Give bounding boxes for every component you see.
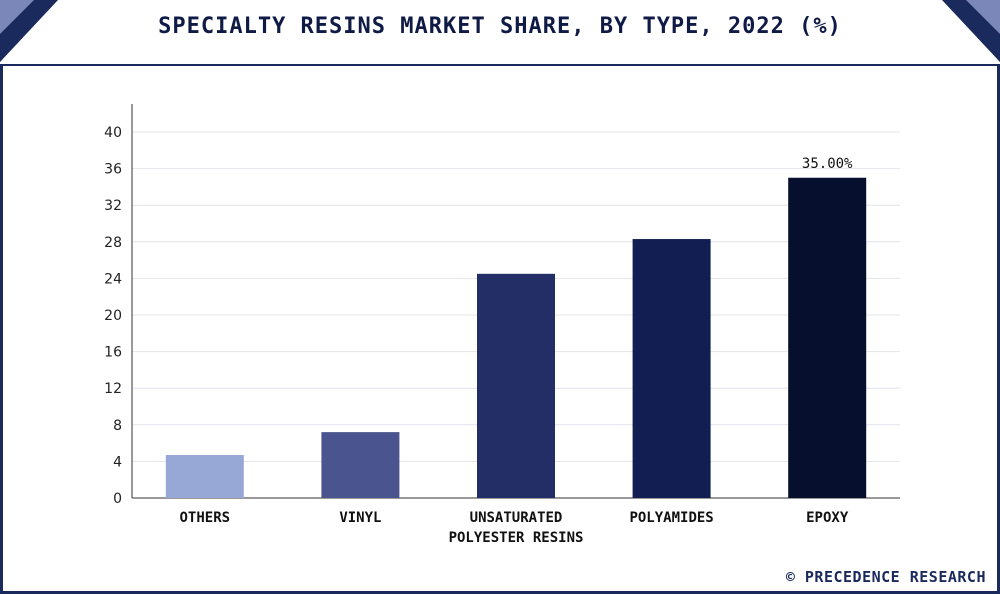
x-tick-label: VINYL (339, 510, 381, 526)
y-tick-label: 8 (113, 418, 122, 434)
y-tick-label: 20 (104, 308, 122, 324)
bar (477, 273, 555, 498)
x-tick-label: UNSATURATED (470, 510, 563, 526)
source-credit: © PRECEDENCE RESEARCH (785, 568, 986, 586)
y-tick-label: 0 (113, 491, 122, 507)
x-tick-label: OTHERS (180, 510, 231, 526)
corner-left-light (0, 0, 34, 34)
data-label: 35.00% (802, 156, 853, 172)
y-tick-label: 40 (104, 125, 122, 141)
corner-right-light (966, 0, 1000, 34)
y-tick-label: 36 (104, 162, 122, 178)
title-band: SPECIALTY RESINS MARKET SHARE, BY TYPE, … (0, 0, 1000, 66)
y-tick-label: 32 (104, 198, 122, 214)
y-tick-label: 28 (104, 235, 122, 251)
chart-title: SPECIALTY RESINS MARKET SHARE, BY TYPE, … (158, 14, 842, 39)
y-tick-label: 4 (113, 454, 122, 470)
bar (321, 432, 400, 498)
x-tick-label: POLYESTER RESINS (449, 530, 584, 546)
corner-decorations (0, 0, 1000, 62)
y-tick-label: 12 (104, 381, 122, 397)
bar (788, 177, 867, 498)
y-tick-label: 16 (104, 345, 122, 361)
bar (165, 454, 244, 498)
x-tick-label: EPOXY (806, 510, 849, 526)
bar (632, 239, 711, 498)
x-tick-label: POLYAMIDES (629, 510, 713, 526)
y-tick-label: 24 (104, 271, 122, 287)
